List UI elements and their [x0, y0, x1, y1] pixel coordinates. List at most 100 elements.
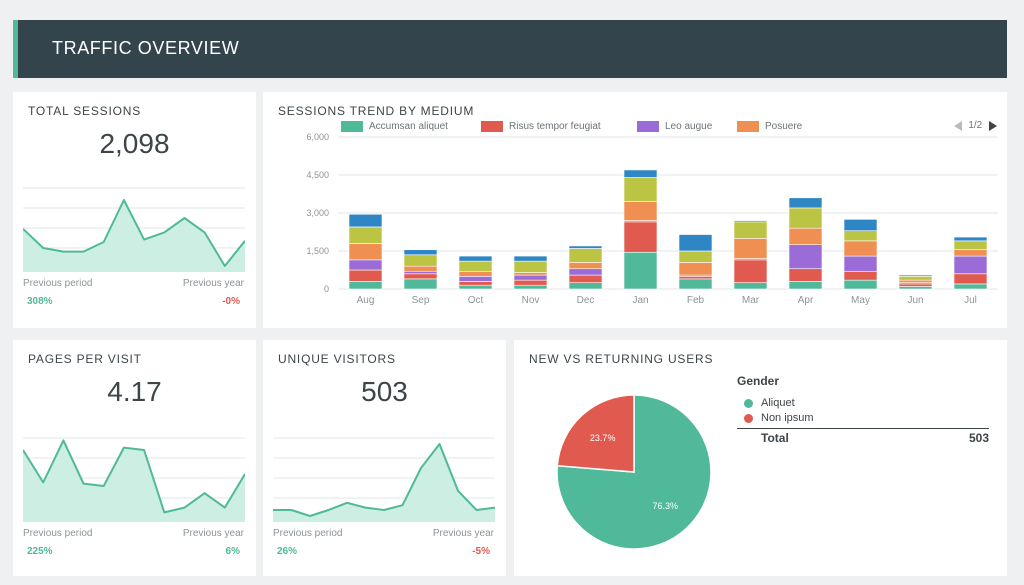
bar-segment [348, 213, 383, 228]
legend-dot [744, 399, 753, 408]
x-tick-label: May [851, 295, 870, 306]
bar-segment [733, 282, 768, 290]
total-sessions-sparkline [23, 187, 245, 272]
bar-segment [788, 268, 823, 282]
legend-label: Risus tempor feugiat [509, 121, 601, 132]
bar-segment [348, 226, 383, 244]
bar-segment [843, 255, 878, 272]
bar-segment [568, 262, 603, 270]
gender-legend-label: Non ipsum [761, 412, 814, 424]
bar-segment [513, 260, 548, 273]
bar-segment [568, 245, 603, 249]
bar-segment [898, 286, 933, 290]
bar-segment [843, 279, 878, 290]
pie-slice [556, 394, 712, 550]
bar-segment [788, 227, 823, 245]
y-tick-label: 3,000 [306, 208, 329, 218]
sessions-trend-card: SESSIONS TREND BY MEDIUM Accumsan alique… [263, 92, 1007, 328]
prev-year-value: -5% [472, 546, 490, 557]
x-tick-label: Aug [357, 295, 375, 306]
gender-legend-label: Aliquet [761, 397, 795, 409]
x-tick-label: Dec [577, 295, 595, 306]
bar-segment [513, 279, 548, 286]
bar-segment [788, 244, 823, 270]
sparkline-line [23, 199, 245, 267]
pie-slice-label: 76.3% [653, 501, 679, 511]
x-tick-label: Jan [632, 295, 648, 306]
sessions-trend-chart: 0 1,500 3,000 4,500 6,000 Aug Sep Oct Nov Dec Jan F… [306, 132, 998, 306]
pages-per-visit-card: PAGES PER VISIT 4.17 Previous period Pre… [13, 340, 256, 576]
total-label: Total [761, 431, 789, 445]
bar-segment [403, 254, 438, 267]
bar-segment [348, 259, 383, 271]
bar-segment [623, 201, 658, 221]
bar-segment [458, 260, 493, 272]
bar-segment [623, 251, 658, 290]
bar-segment [953, 255, 988, 275]
bar-segment [788, 197, 823, 209]
bar-segment [568, 282, 603, 290]
sessions-trend-title: SESSIONS TREND BY MEDIUM [278, 104, 475, 118]
bar-segment [678, 262, 713, 276]
bar-segment [403, 278, 438, 290]
bar-segment [458, 276, 493, 282]
bar-segment [623, 221, 658, 253]
prev-period-value: 225% [27, 546, 53, 557]
bar-segment [458, 281, 493, 286]
prev-year-value: -0% [222, 296, 240, 307]
prev-year-label: Previous year [432, 528, 494, 539]
bar-segment [403, 249, 438, 256]
bar-segment [733, 238, 768, 259]
new-vs-returning-title: NEW VS RETURNING USERS [529, 352, 714, 366]
unique-visitors-card: UNIQUE VISITORS 503 Previous period Prev… [263, 340, 506, 576]
bar-segment [348, 269, 383, 282]
bar-segment [843, 230, 878, 242]
unique-visitors-sparkline [273, 437, 495, 522]
bar-segment [788, 281, 823, 290]
bar-segment [458, 270, 493, 277]
prev-period-value: 26% [277, 546, 298, 557]
pager-next-icon[interactable] [989, 120, 997, 131]
bar-segment [733, 220, 768, 223]
prev-year-label: Previous year [182, 528, 244, 539]
pages-per-visit-sparkline [23, 437, 245, 522]
legend-swatch [481, 121, 503, 132]
legend-label: Accumsan aliquet [369, 121, 448, 132]
pages-per-visit-title: PAGES PER VISIT [28, 352, 142, 366]
bar-segment [348, 281, 383, 290]
unique-visitors-title: UNIQUE VISITORS [278, 352, 396, 366]
bar-segment [953, 240, 988, 251]
bar-segment [568, 248, 603, 263]
x-tick-label: Mar [742, 295, 760, 306]
prev-year-value: 6% [225, 546, 240, 557]
legend-dot [744, 414, 753, 423]
new-vs-returning-card: NEW VS RETURNING USERS 76.3% 23.7% Gender… [514, 340, 1007, 576]
bar-segment [843, 270, 878, 281]
bar-segment [788, 207, 823, 229]
gender-legend-row[interactable]: Aliquet [737, 396, 989, 411]
sparkline-line [273, 443, 495, 517]
bar-segment [953, 283, 988, 290]
pager-prev-icon[interactable] [953, 120, 962, 131]
total-sessions-value: 2,098 [99, 128, 170, 159]
bar-segment [568, 268, 603, 276]
pages-per-visit-value: 4.17 [107, 376, 162, 407]
sparkline-area [23, 200, 245, 272]
bar-segment [733, 259, 768, 283]
bar-segment [678, 250, 713, 263]
unique-visitors-value: 503 [361, 376, 408, 407]
y-tick-label: 4,500 [306, 170, 329, 180]
gender-legend-row[interactable]: Non ipsum [737, 411, 989, 426]
bar-segment [513, 255, 548, 262]
legend-label: Posuere [765, 121, 803, 132]
new-vs-returning-pie: 76.3% 23.7% [556, 394, 712, 550]
total-sessions-title: TOTAL SESSIONS [28, 104, 142, 118]
bar-segment [678, 278, 713, 290]
bar-segment [953, 236, 988, 242]
prev-period-value: 308% [27, 296, 53, 307]
bar-segment [898, 276, 933, 281]
bar-segment [678, 276, 713, 280]
bar-segment [623, 177, 658, 202]
prev-year-label: Previous year [182, 278, 244, 289]
sparkline-line [23, 439, 245, 514]
